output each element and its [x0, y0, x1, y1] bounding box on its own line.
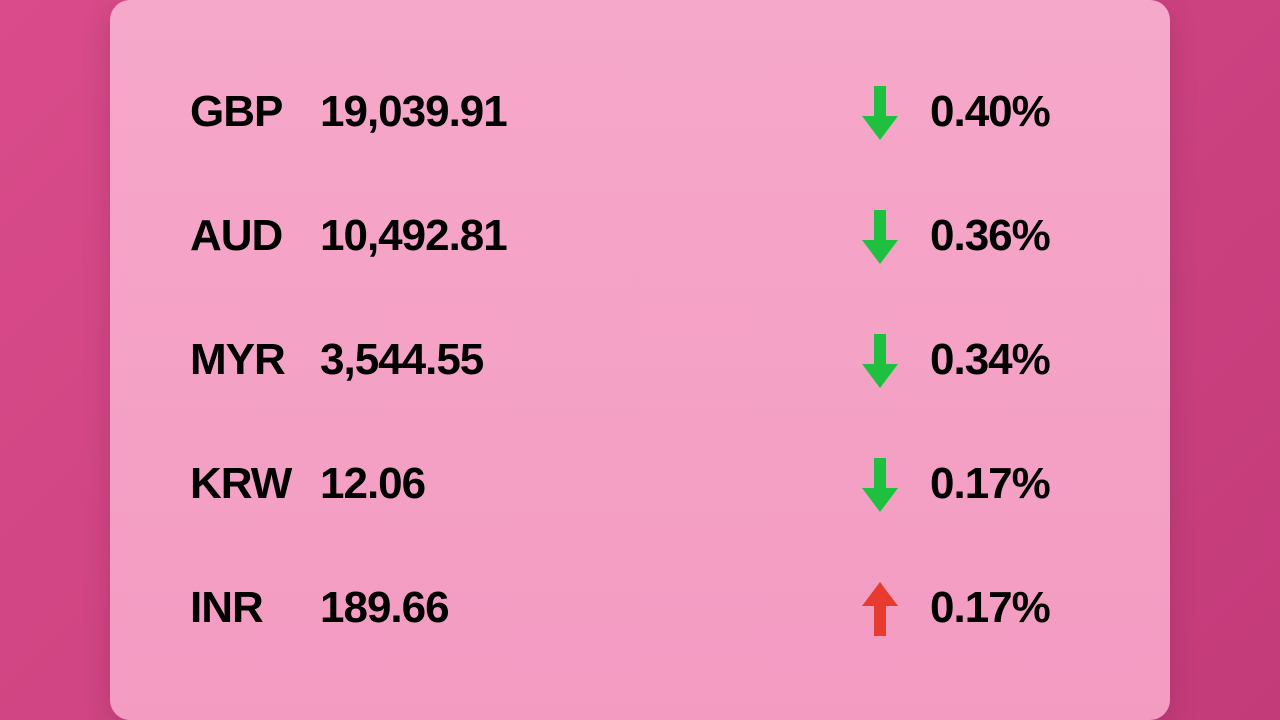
currency-code: INR — [190, 583, 320, 633]
currency-code: KRW — [190, 459, 320, 509]
currency-value: 189.66 — [320, 583, 620, 633]
percent-change: 0.36% — [910, 211, 1090, 261]
currency-row: AUD 10,492.81 0.36% — [190, 186, 1090, 286]
currency-code: MYR — [190, 335, 320, 385]
percent-change: 0.40% — [910, 87, 1090, 137]
down-arrow-icon — [850, 82, 910, 142]
currency-value: 19,039.91 — [320, 87, 620, 137]
percent-change: 0.17% — [910, 459, 1090, 509]
down-arrow-icon — [850, 330, 910, 390]
up-arrow-icon — [850, 578, 910, 638]
currency-row: MYR 3,544.55 0.34% — [190, 310, 1090, 410]
currency-panel: GBP 19,039.91 0.40% AUD 10,492.81 0.36% … — [110, 0, 1170, 720]
currency-row: INR 189.66 0.17% — [190, 558, 1090, 658]
currency-row: KRW 12.06 0.17% — [190, 434, 1090, 534]
currency-code: AUD — [190, 211, 320, 261]
currency-value: 3,544.55 — [320, 335, 620, 385]
down-arrow-icon — [850, 454, 910, 514]
percent-change: 0.34% — [910, 335, 1090, 385]
percent-change: 0.17% — [910, 583, 1090, 633]
currency-value: 12.06 — [320, 459, 620, 509]
down-arrow-icon — [850, 206, 910, 266]
currency-value: 10,492.81 — [320, 211, 620, 261]
currency-code: GBP — [190, 87, 320, 137]
currency-row: GBP 19,039.91 0.40% — [190, 62, 1090, 162]
